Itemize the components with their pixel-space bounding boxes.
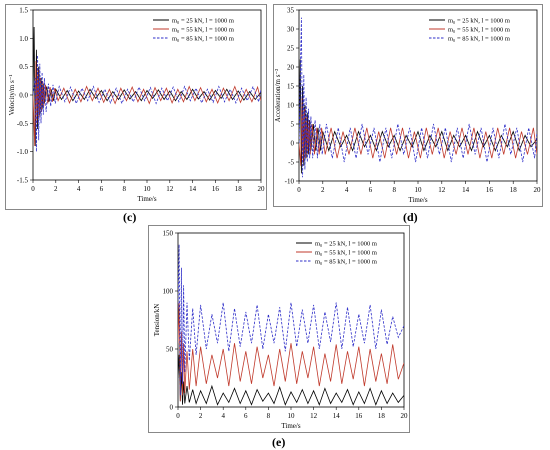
- velocity-y-tick-label: 1.5: [19, 7, 28, 15]
- tension-chart-panel: 0 2 4 6 8 10 12 14 16 18 20 0 50 100 150 Time/s Tension/…: [148, 225, 410, 433]
- tension-x-tick-label: 20: [401, 412, 409, 420]
- velocity-x-tick-label: 0: [31, 185, 35, 193]
- tension-x-tick-label: 10: [288, 412, 296, 420]
- velocity-x-tick-label: 18: [235, 185, 243, 193]
- velocity-x-axis-label: Time/s: [137, 195, 156, 203]
- velocity-y-tick-label: 0.5: [19, 63, 28, 71]
- acceleration-y-tick-label: 35: [287, 7, 295, 15]
- panel-label-c: (c): [123, 210, 137, 224]
- tension-chart-svg: 0 2 4 6 8 10 12 14 16 18 20 0 50 100 150 Time/s Tension/…: [148, 225, 410, 433]
- acceleration-y-tick-label: 10: [287, 102, 295, 110]
- acceleration-series-group: [299, 17, 537, 178]
- velocity-x-tick-label: 2: [54, 185, 58, 193]
- velocity-series-line-1: [33, 26, 261, 147]
- acceleration-x-tick-label: 8: [392, 186, 396, 194]
- acceleration-panel-frame: [273, 4, 543, 207]
- velocity-series-line-2: [33, 60, 261, 147]
- velocity-panel-frame: [5, 4, 267, 210]
- velocity-x-tick-label: 20: [258, 185, 266, 193]
- velocity-legend-label-3: m₀ = 85 kN, l = 1000 m: [172, 36, 234, 43]
- acceleration-x-tick-label: 12: [438, 186, 446, 194]
- acceleration-x-tick-label: 6: [369, 186, 373, 194]
- velocity-legend-label-1: m₀ = 25 kN, l = 1000 m: [172, 18, 234, 25]
- velocity-chart-svg: 0 2 4 6 8 10 12 14 16 18 20 -1.5 -1.0 -0.5 0.0 0.5 1.0 1.…: [5, 4, 267, 210]
- tension-x-tick-label: 12: [310, 412, 318, 420]
- tension-x-tick-label: 16: [355, 412, 363, 420]
- velocity-legend-label-2: m₀ = 55 kN, l = 1000 m: [172, 27, 234, 34]
- acceleration-x-tick-label: 4: [345, 186, 349, 194]
- velocity-y-tick-label: 0.0: [19, 92, 28, 100]
- acceleration-y-tick-label: 25: [287, 45, 295, 53]
- acceleration-x-tick-label: 20: [534, 186, 542, 194]
- velocity-x-tick-label: 6: [100, 185, 104, 193]
- panel-label-e: (e): [272, 435, 286, 449]
- velocity-y-tick-label: -1.0: [17, 148, 29, 156]
- tension-panel-frame: [148, 225, 410, 433]
- velocity-y-tick-label: -0.5: [17, 120, 29, 128]
- acceleration-y-tick-label: 20: [287, 64, 295, 72]
- tension-x-tick-label: 14: [333, 412, 341, 420]
- acceleration-chart-svg: 0 2 4 6 8 10 12 14 16 18 20 -10 -5 0 5 10 15 20 25 30 35 Time…: [273, 4, 543, 207]
- tension-x-tick-label: 0: [176, 412, 180, 420]
- tension-series-group: [178, 244, 404, 406]
- acceleration-y-tick-label: 0: [291, 140, 295, 148]
- tension-series-line-1: [178, 354, 404, 406]
- tension-legend-label-1: m₀ = 25 kN, l = 1000 m: [315, 241, 377, 248]
- tension-series-line-2: [178, 302, 404, 402]
- acceleration-x-tick-label: 14: [462, 186, 470, 194]
- acceleration-x-tick-label: 0: [297, 186, 301, 194]
- acceleration-y-tick-label: -5: [288, 159, 294, 167]
- acceleration-y-tick-label: 30: [287, 26, 295, 34]
- acceleration-legend-label-2: m₀ = 55 kN, l = 1000 m: [448, 27, 510, 34]
- tension-x-axis-label: Time/s: [281, 422, 300, 430]
- tension-x-tick-label: 2: [199, 412, 203, 420]
- tension-x-tick-label: 4: [221, 412, 225, 420]
- tension-y-tick-label: 50: [166, 346, 174, 354]
- acceleration-x-axis-label: Time/s: [408, 196, 427, 204]
- acceleration-y-tick-label: -10: [285, 178, 295, 186]
- tension-y-axis-label: Tension/kN: [153, 304, 161, 337]
- velocity-series-line-3: [33, 55, 261, 152]
- acceleration-x-tick-label: 10: [415, 186, 423, 194]
- acceleration-y-tick-label: 15: [287, 83, 295, 91]
- velocity-y-axis-label: Velocity/m s⁻¹: [8, 75, 16, 116]
- acceleration-series-line-2: [299, 97, 537, 166]
- acceleration-y-axis-label: Acceleration/m s⁻²: [274, 69, 282, 122]
- panel-label-d: (d): [403, 210, 418, 224]
- acceleration-y-tick-label: 5: [291, 121, 295, 129]
- acceleration-x-tick-label: 16: [486, 186, 494, 194]
- tension-series-line-3: [178, 244, 404, 396]
- velocity-x-tick-label: 12: [166, 185, 174, 193]
- tension-x-tick-label: 8: [267, 412, 271, 420]
- velocity-x-tick-label: 4: [77, 185, 81, 193]
- tension-x-tick-label: 18: [378, 412, 386, 420]
- velocity-x-tick-label: 10: [144, 185, 152, 193]
- acceleration-series-line-3: [299, 17, 537, 178]
- velocity-x-tick-label: 14: [189, 185, 197, 193]
- tension-y-tick-label: 150: [163, 230, 174, 238]
- tension-legend-label-2: m₀ = 55 kN, l = 1000 m: [315, 250, 377, 257]
- acceleration-legend-label-3: m₀ = 85 kN, l = 1000 m: [448, 36, 510, 43]
- velocity-y-tick-label: -1.5: [17, 177, 29, 185]
- tension-y-tick-label: 0: [170, 404, 174, 412]
- tension-y-tick-label: 100: [163, 288, 174, 296]
- velocity-y-tick-label: 1.0: [19, 35, 28, 43]
- velocity-x-tick-label: 16: [212, 185, 220, 193]
- velocity-series-group: [33, 26, 261, 152]
- tension-x-tick-label: 6: [244, 412, 248, 420]
- acceleration-legend-label-1: m₀ = 25 kN, l = 1000 m: [448, 18, 510, 25]
- acceleration-x-tick-label: 18: [510, 186, 518, 194]
- tension-legend-label-3: m₀ = 85 kN, l = 1000 m: [315, 259, 377, 266]
- acceleration-x-tick-label: 2: [321, 186, 325, 194]
- velocity-chart-panel: 0 2 4 6 8 10 12 14 16 18 20 -1.5 -1.0 -0.5 0.0 0.5 1.0 1.…: [5, 4, 267, 210]
- velocity-x-tick-label: 8: [122, 185, 126, 193]
- acceleration-chart-panel: 0 2 4 6 8 10 12 14 16 18 20 -10 -5 0 5 10 15 20 25 30 35 Time…: [273, 4, 543, 207]
